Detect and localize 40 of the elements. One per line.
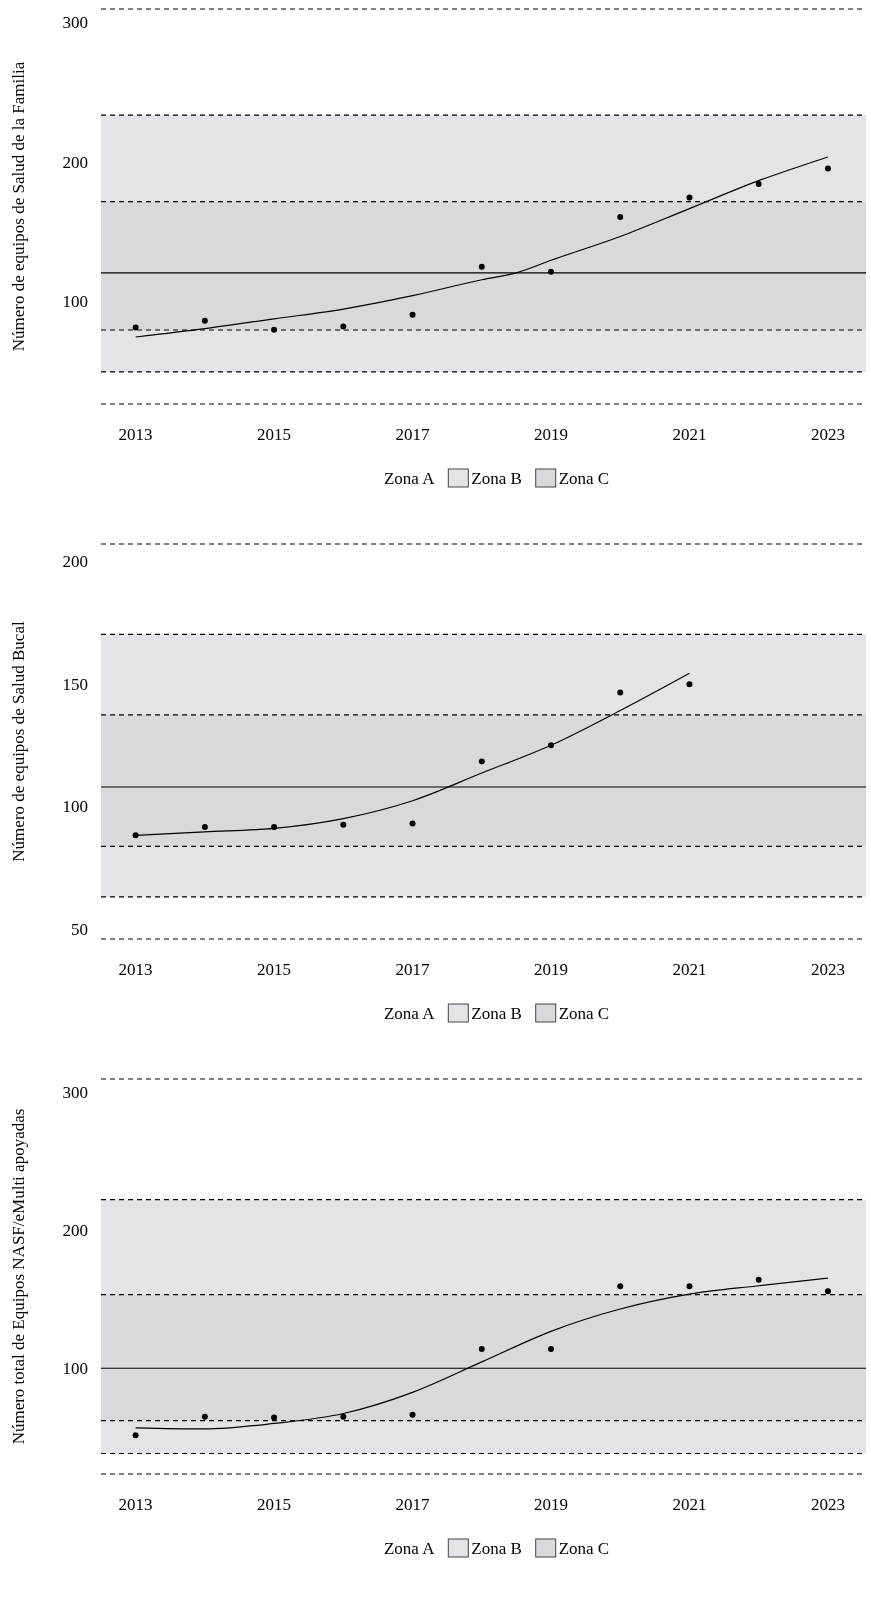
x-tick-label: 2013 bbox=[118, 1495, 153, 1514]
legend-label: Zona C bbox=[558, 1539, 610, 1558]
x-tick-label: 2021 bbox=[672, 425, 707, 444]
x-tick-label: 2017 bbox=[395, 1495, 431, 1514]
x-tick-label: 2021 bbox=[672, 1495, 707, 1514]
x-tick-label: 2019 bbox=[534, 960, 568, 979]
legend-label: Zona C bbox=[558, 469, 610, 488]
text: Zona A bbox=[383, 1539, 436, 1558]
x-tick-label: 2013 bbox=[118, 425, 153, 444]
x-tick-label: 2015 bbox=[257, 960, 292, 979]
x-tick-label: 2023 bbox=[810, 425, 845, 444]
y-axis-title: Número de equipos de Salud Bucal bbox=[9, 621, 28, 862]
x-tick-label: 2017 bbox=[395, 425, 431, 444]
y-tick-label: 50 bbox=[71, 920, 88, 940]
legend-label: Zona C bbox=[558, 1004, 610, 1023]
y-tick-label: 150 bbox=[62, 674, 88, 694]
legend-label: Zona B bbox=[471, 469, 522, 488]
x-tick-label: 2021 bbox=[672, 960, 707, 979]
x-tick-label: 2015 bbox=[257, 425, 292, 444]
x-tick-label: 2017 bbox=[395, 960, 431, 979]
y-axis-title: Número total de Equipos NASF/eMulti apoyadas bbox=[9, 1108, 28, 1445]
text: Zona A bbox=[383, 469, 436, 488]
y-tick-label: 200 bbox=[62, 552, 88, 572]
x-tick-label: 2023 bbox=[810, 960, 845, 979]
legend-label: Zona B bbox=[471, 1004, 522, 1023]
legend-label: Zona B bbox=[471, 1539, 522, 1558]
y-tick-label: 200 bbox=[62, 1220, 88, 1240]
x-tick-label: 2013 bbox=[118, 960, 153, 979]
text: Zona A bbox=[383, 1004, 436, 1023]
x-tick-label: 2019 bbox=[534, 1495, 568, 1514]
x-tick-label: 2023 bbox=[810, 1495, 845, 1514]
y-axis-title: Número de equipos de Salud de la Familia bbox=[9, 61, 28, 352]
y-tick-label: 300 bbox=[62, 13, 88, 33]
y-tick-label: 300 bbox=[62, 1083, 88, 1103]
y-tick-label: 100 bbox=[62, 1358, 88, 1378]
y-tick-label: 200 bbox=[62, 152, 88, 172]
x-tick-label: 2015 bbox=[257, 1495, 292, 1514]
y-tick-label: 100 bbox=[62, 797, 88, 817]
y-tick-label: 100 bbox=[62, 292, 88, 312]
x-tick-label: 2019 bbox=[534, 425, 568, 444]
